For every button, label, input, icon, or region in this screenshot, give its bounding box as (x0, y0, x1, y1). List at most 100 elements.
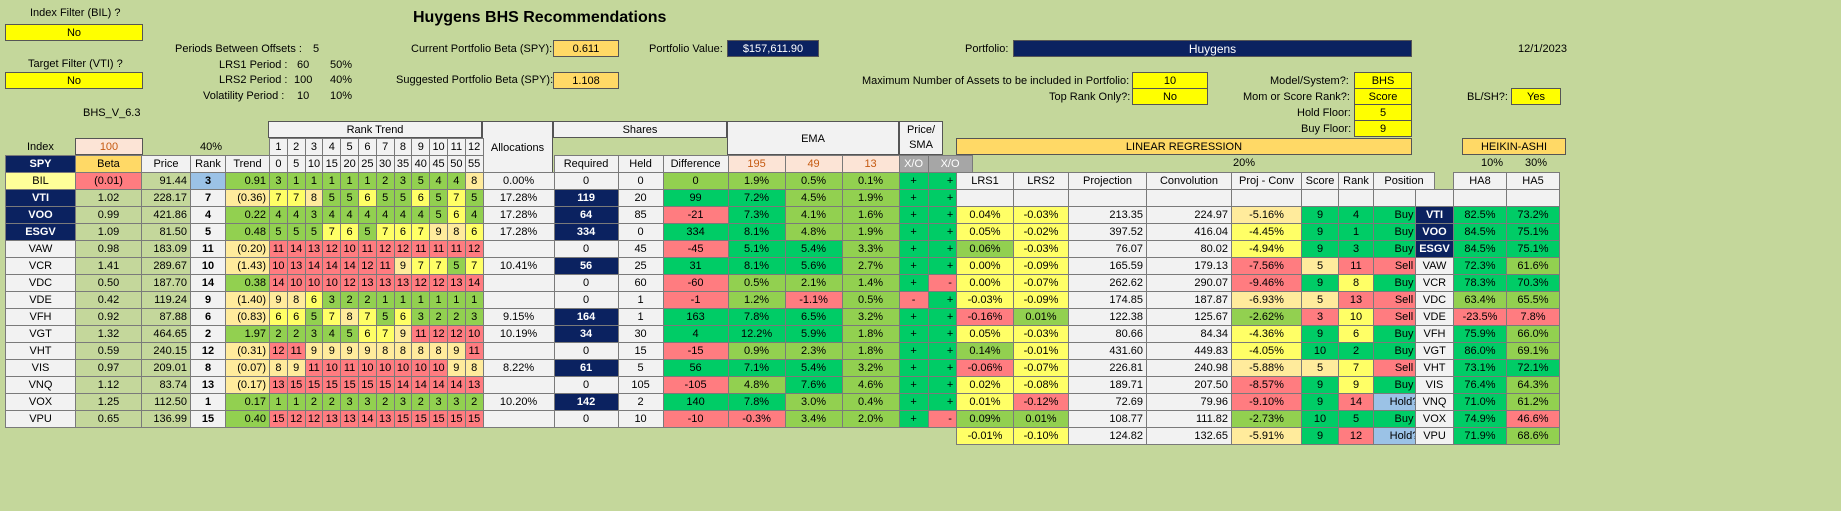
table-row[interactable]: VDE 0.42 119.24 9 (1.40) 9 8 6 3 2 2 1 1 1 1 1 1 0 1 -1 1.2%… (5, 291, 973, 309)
ticker-cell[interactable]: VTI (5, 189, 76, 207)
target-filter-value[interactable]: No (5, 72, 143, 89)
ha-row[interactable]: VPU 71.9% 68.6% (1415, 427, 1560, 445)
lr-row[interactable]: 0.00% -0.07% 262.62 290.07 -9.46% 9 8 Buy (956, 274, 1435, 292)
ha-row[interactable]: VNQ 71.0% 61.2% (1415, 393, 1560, 411)
buy-floor-value[interactable]: 9 (1354, 120, 1412, 137)
ha-ticker-cell[interactable]: VNQ (1415, 393, 1454, 411)
ha-ticker-cell[interactable]: ESGV (1415, 240, 1454, 258)
ticker-cell[interactable]: VNQ (5, 376, 76, 394)
table-row[interactable]: VNQ 1.12 83.74 13 (0.17) 13 15 15 15 15 15 15 14 14 14… (5, 376, 973, 394)
ha-row[interactable]: VOO 84.5% 75.1% (1415, 223, 1560, 241)
ema-49-cell: 5.4% (784, 359, 843, 377)
ticker-cell[interactable]: VFH (5, 308, 76, 326)
ticker-cell[interactable]: BIL (5, 172, 76, 190)
lr-row[interactable]: -0.06% -0.07% 226.81 240.98 -5.88% 5 7 Sell (956, 359, 1435, 377)
rank-trend-cell: 7 (411, 257, 431, 275)
ticker-cell[interactable]: ESGV (5, 223, 76, 241)
ha-ticker-cell[interactable]: VOX (1415, 410, 1454, 428)
table-row[interactable]: ESGV 1.09 81.50 5 0.48 5 5 5 7 6 5 7 6 7 9 8 6 17.28% 334 0… (5, 223, 973, 241)
lr-row[interactable]: 0.14% -0.01% 431.60 449.83 -4.05% 10 2 Buy (956, 342, 1435, 360)
mom-score-value[interactable]: Score (1354, 88, 1412, 105)
table-row[interactable]: VOX 1.25 112.50 1 0.17 1 1 2 2 3 3 2 3 2 3 3 2 10.20% 142 2… (5, 393, 973, 411)
ticker-cell[interactable]: VOX (5, 393, 76, 411)
ha-row[interactable]: VFH 75.9% 66.0% (1415, 325, 1560, 343)
lr-row[interactable]: 0.06% -0.03% 76.07 80.02 -4.94% 9 3 Buy (956, 240, 1435, 258)
ha-ticker-cell[interactable]: VPU (1415, 427, 1454, 445)
rank-trend-cell: 9 (429, 223, 448, 241)
ha-row[interactable]: ESGV 84.5% 75.1% (1415, 240, 1560, 258)
table-row[interactable]: VFH 0.92 87.88 6 (0.83) 6 6 5 7 8 7 5 6 3 2 2 3 9.15% 164 1… (5, 308, 973, 326)
table-row[interactable]: VIS 0.97 209.01 8 (0.07) 8 9 11 10 11 10 10 10 10 10 9 8… (5, 359, 973, 377)
model-value[interactable]: BHS (1354, 72, 1412, 89)
lr-row[interactable]: -0.01% -0.10% 124.82 132.65 -5.91% 9 12 Hold? (956, 427, 1435, 445)
max-assets-value[interactable]: 10 (1132, 72, 1208, 89)
table-row[interactable]: VAW 0.98 183.09 11 (0.20) 11 14 13 12 10 11 12 12 11 1… (5, 240, 973, 258)
ticker-cell[interactable]: VGT (5, 325, 76, 343)
ha-ticker-cell[interactable]: VOO (1415, 223, 1454, 241)
table-row[interactable]: VTI 1.02 228.17 7 (0.36) 7 7 8 5 5 6 5 5 6 5 7 5 17.28% 11… (5, 189, 973, 207)
ha-row[interactable]: VDC 63.4% 65.5% (1415, 291, 1560, 309)
lr-row[interactable]: -0.03% -0.09% 174.85 187.87 -6.93% 5 13 Sell (956, 291, 1435, 309)
ticker-cell[interactable]: VIS (5, 359, 76, 377)
ha-row[interactable]: VTI 82.5% 73.2% (1415, 206, 1560, 224)
ema-195-cell: 7.8% (727, 308, 786, 326)
ticker-cell[interactable]: VCR (5, 257, 76, 275)
lr-row[interactable]: 0.00% -0.09% 165.59 179.13 -7.56% 5 11 Sell (956, 257, 1435, 275)
score-cell: 9 (1301, 376, 1339, 394)
rank2-cell: 14 (1338, 393, 1374, 411)
ha-row[interactable]: VDE -23.5% 7.8% (1415, 308, 1560, 326)
table-row[interactable]: VCR 1.41 289.67 10 (1.43) 10 13 14 14 14 12 11 9 7 7 5 7… (5, 257, 973, 275)
lr-row[interactable]: 0.05% -0.03% 80.66 84.34 -4.36% 9 6 Buy (956, 325, 1435, 343)
lr-row[interactable]: 0.09% 0.01% 108.77 111.82 -2.73% 10 5 Buy (956, 410, 1435, 428)
ha5-cell: 61.6% (1506, 257, 1560, 275)
blsh-value[interactable]: Yes (1511, 88, 1561, 105)
volatility-period-value: 10 (297, 90, 310, 102)
held-cell: 0 (617, 172, 664, 190)
lr-row[interactable]: -0.16% 0.01% 122.38 125.67 -2.62% 3 10 Sell (956, 308, 1435, 326)
ha-ticker-cell[interactable]: VAW (1415, 257, 1454, 275)
rank-trend-cell: 5 (429, 189, 448, 207)
ha-row[interactable]: VCR 78.3% 70.3% (1415, 274, 1560, 292)
ticker-cell[interactable]: VDC (5, 274, 76, 292)
ha-row[interactable]: VHT 73.1% 72.1% (1415, 359, 1560, 377)
rank-trend-cell: 10 (393, 359, 413, 377)
ha-ticker-cell[interactable]: VHT (1415, 359, 1454, 377)
index-filter-value[interactable]: No (5, 24, 143, 41)
table-row[interactable]: VGT 1.32 464.65 2 1.97 2 2 3 4 5 6 7 9 11 12 12 10 10.19%… (5, 325, 973, 343)
lr-row[interactable]: 0.02% -0.08% 189.71 207.50 -8.57% 9 9 Buy (956, 376, 1435, 394)
table-row[interactable]: VHT 0.59 240.15 12 (0.31) 12 11 9 9 9 9 8 8 8 8 9 11 0 15-… (5, 342, 973, 360)
allocation-cell (482, 376, 555, 394)
ha-ticker-cell[interactable]: VDC (1415, 291, 1454, 309)
ha-row[interactable]: VGT 86.0% 69.1% (1415, 342, 1560, 360)
blsh-label: BL/SH?: (1467, 91, 1508, 103)
ticker-cell[interactable]: VAW (5, 240, 76, 258)
ticker-cell[interactable]: VPU (5, 410, 76, 428)
table-row[interactable]: VDC 0.50 187.70 14 0.38 14 10 10 10 12 13 13 13 12 12 1… (5, 274, 973, 292)
table-row[interactable]: BIL (0.01) 91.44 3 0.91 3 1 1 1 1 1 2 3 5 4 4 8 0.00% 0 0 0 1… (5, 172, 973, 190)
ha-ticker-cell[interactable]: VCR (1415, 274, 1454, 292)
table-row[interactable]: VOO 0.99 421.86 4 0.22 4 4 3 4 4 4 4 4 4 5 6 4 17.28% 64 85… (5, 206, 973, 224)
ticker-cell[interactable]: VOO (5, 206, 76, 224)
ha-ticker-cell[interactable]: VDE (1415, 308, 1454, 326)
top-rank-value[interactable]: No (1132, 88, 1208, 105)
ha-ticker-cell[interactable]: VGT (1415, 342, 1454, 360)
ha-row[interactable] (1415, 189, 1560, 207)
table-row[interactable]: VPU 0.65 136.99 15 0.40 15 12 12 13 13 14 13 15 15 15 1… (5, 410, 973, 428)
hold-floor-value[interactable]: 5 (1354, 104, 1412, 121)
ha-ticker-cell[interactable]: VTI (1415, 206, 1454, 224)
lr-row[interactable]: 0.01% -0.12% 72.69 79.96 -9.10% 9 14 Hold? (956, 393, 1435, 411)
rank-trend-cell: 13 (357, 274, 377, 292)
lr-row[interactable]: 0.05% -0.02% 397.52 416.04 -4.45% 9 1 Buy (956, 223, 1435, 241)
ha-row[interactable]: VAW 72.3% 61.6% (1415, 257, 1560, 275)
proj-conv-cell: -9.10% (1231, 393, 1302, 411)
portfolio-name[interactable]: Huygens (1013, 40, 1412, 57)
ha-ticker-cell[interactable]: VFH (1415, 325, 1454, 343)
lr-row[interactable]: 0.04% -0.03% 213.35 224.97 -5.16% 9 4 Buy (956, 206, 1435, 224)
ticker-cell[interactable]: VHT (5, 342, 76, 360)
ha-ticker-cell[interactable]: VIS (1415, 376, 1454, 394)
ha-row[interactable]: VIS 76.4% 64.3% (1415, 376, 1560, 394)
ticker-cell[interactable]: VDE (5, 291, 76, 309)
ha-row[interactable]: VOX 74.9% 46.6% (1415, 410, 1560, 428)
rank-trend-cell: 8 (429, 342, 448, 360)
lr-row[interactable] (956, 189, 1435, 207)
